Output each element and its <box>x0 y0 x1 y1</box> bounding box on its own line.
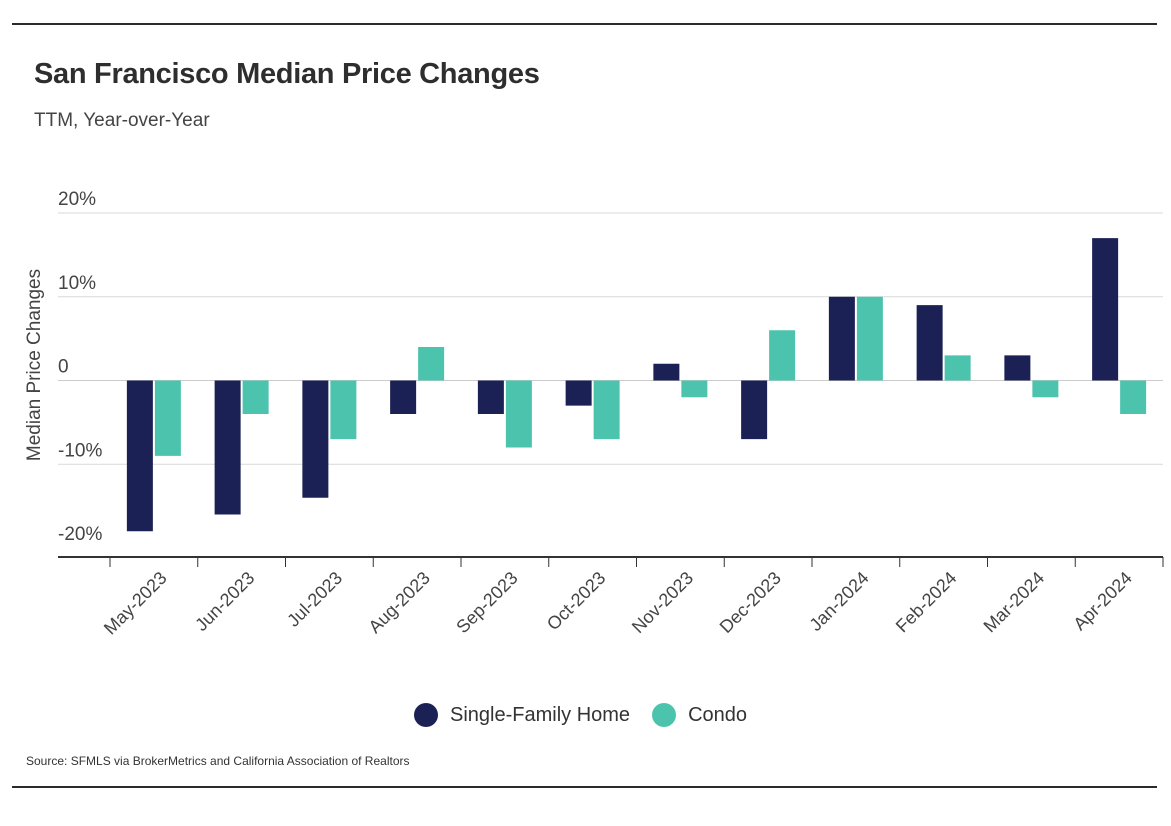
x-tick-label: Aug-2023 <box>365 568 434 637</box>
bar-chart: 20% 10% 0 -10% -20% May-2023 Jun-2023 Jul-2023 A… <box>24 189 1164 639</box>
bar-condo <box>418 347 445 381</box>
x-tick-label: Mar-2024 <box>980 568 1049 637</box>
legend-label-condo: Condo <box>688 703 747 726</box>
bar-single-family <box>741 380 768 440</box>
bar-condo <box>242 380 269 414</box>
bar-single-family <box>828 296 855 381</box>
y-tick-label: 0 <box>58 357 69 378</box>
y-tick-label: 20% <box>58 189 96 210</box>
bar-single-family <box>390 380 417 414</box>
x-tick-label: Jan-2024 <box>805 568 872 635</box>
x-tick-label: Jul-2023 <box>283 568 346 631</box>
bar-condo <box>154 380 181 456</box>
x-tick-label: Dec-2023 <box>716 568 785 637</box>
x-tick-label: Apr-2024 <box>1069 568 1136 635</box>
bar-condo <box>681 380 708 398</box>
y-tick-label: 10% <box>58 273 96 294</box>
legend-swatch-single-family <box>414 703 438 727</box>
bar-single-family <box>302 380 329 498</box>
bar-single-family <box>477 380 504 414</box>
bar-single-family <box>1092 238 1119 381</box>
y-tick-label: -20% <box>58 524 102 545</box>
x-tick-label: Nov-2023 <box>628 568 697 637</box>
top-rule <box>12 23 1157 25</box>
x-tick-label: May-2023 <box>100 568 171 639</box>
legend-label-single-family: Single-Family Home <box>450 703 631 726</box>
bar-condo <box>1120 380 1147 414</box>
bar-condo <box>856 296 883 381</box>
bar-single-family <box>565 380 592 406</box>
x-tick-label: Oct-2023 <box>543 568 610 635</box>
legend-item-single-family: Single-Family Home <box>414 703 630 727</box>
bar-single-family <box>1004 355 1031 381</box>
bar-single-family <box>126 380 153 532</box>
bar-single-family <box>214 380 241 515</box>
y-tick-label: -10% <box>58 440 102 461</box>
bar-condo <box>769 330 796 381</box>
bottom-rule <box>12 786 1157 788</box>
x-tick-label: Jun-2023 <box>191 568 258 635</box>
chart-title: San Francisco Median Price Changes <box>34 58 540 90</box>
bar-condo <box>505 380 532 448</box>
source-note: Source: SFMLS via BrokerMetrics and Cali… <box>26 754 410 768</box>
bar-condo <box>1032 380 1059 398</box>
y-axis-title: Median Price Changes <box>24 269 45 461</box>
chart-legend: Single-Family Home Condo <box>0 703 1171 727</box>
x-tick-label: Feb-2024 <box>892 568 961 637</box>
bar-condo <box>593 380 620 440</box>
bar-single-family <box>653 363 680 381</box>
chart-subtitle: TTM, Year-over-Year <box>34 110 210 131</box>
x-tick-label: Sep-2023 <box>452 568 521 637</box>
legend-item-condo: Condo <box>652 703 747 727</box>
bar-single-family <box>916 305 943 381</box>
legend-swatch-condo <box>652 703 677 727</box>
bar-condo <box>944 355 971 381</box>
bar-condo <box>330 380 357 440</box>
